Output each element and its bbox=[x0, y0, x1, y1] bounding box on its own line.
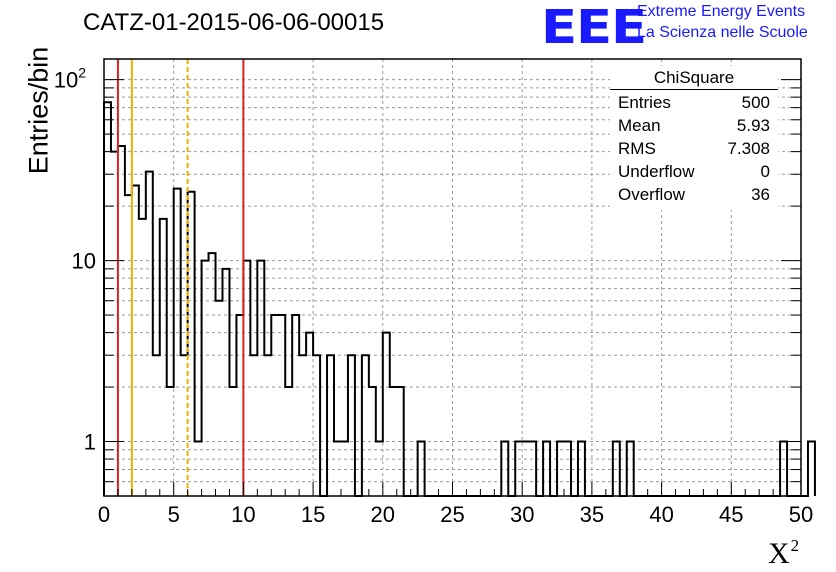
threshold-markers bbox=[116, 59, 245, 496]
x-axis-label-main: X bbox=[768, 537, 790, 570]
stat-row-mean: Mean 5.93 bbox=[618, 116, 770, 138]
stat-value: 7.308 bbox=[727, 139, 770, 158]
x-tick-label: 25 bbox=[440, 502, 464, 527]
x-axis-label-sup: 2 bbox=[790, 536, 800, 555]
stats-box: ChiSquare Entries 500 Mean 5.93 RMS 7.30… bbox=[610, 66, 778, 210]
x-tick-label: 40 bbox=[649, 502, 673, 527]
x-tick-label: 0 bbox=[98, 502, 110, 527]
x-tick-label: 5 bbox=[168, 502, 180, 527]
stats-title: ChiSquare bbox=[653, 68, 735, 87]
stat-value: 5.93 bbox=[736, 116, 770, 135]
x-tick-label: 20 bbox=[371, 502, 395, 527]
stat-value: 500 bbox=[741, 93, 770, 112]
stat-name: Mean bbox=[618, 116, 661, 135]
stat-row-rms: RMS 7.308 bbox=[618, 139, 770, 161]
stat-value: 0 bbox=[760, 162, 770, 181]
x-axis-label: X2 bbox=[768, 536, 799, 571]
x-tick-label: 10 bbox=[231, 502, 255, 527]
x-tick-label: 35 bbox=[580, 502, 604, 527]
stat-name: Entries bbox=[618, 93, 671, 112]
stat-name: RMS bbox=[618, 139, 656, 158]
stat-name: Underflow bbox=[618, 162, 695, 181]
stat-value: 36 bbox=[751, 185, 770, 204]
stat-row-underflow: Underflow 0 bbox=[618, 162, 770, 184]
stats-divider bbox=[610, 89, 778, 90]
logo-line-1: Extreme Energy Events bbox=[637, 3, 806, 20]
y-tick-label: 10 bbox=[72, 249, 96, 274]
stat-row-overflow: Overflow 36 bbox=[618, 185, 770, 207]
y-axis-label: Entries/bin bbox=[23, 46, 54, 175]
y-tick-label: 102 bbox=[54, 65, 86, 93]
eee-logo: EEE bbox=[541, 0, 647, 54]
y-tick-label-sup: 2 bbox=[78, 65, 86, 81]
chart-title: CATZ-01-2015-06-06-00015 bbox=[83, 9, 385, 36]
grid-lines bbox=[104, 59, 801, 496]
logo-line-2: La Scienza nelle Scuole bbox=[637, 24, 808, 41]
x-tick-label: 30 bbox=[510, 502, 534, 527]
stat-row-entries: Entries 500 bbox=[618, 93, 770, 115]
y-tick-label: 1 bbox=[84, 430, 96, 455]
x-tick-label: 45 bbox=[719, 502, 743, 527]
stat-name: Overflow bbox=[618, 185, 686, 204]
x-tick-label: 15 bbox=[301, 502, 325, 527]
x-tick-label: 50 bbox=[789, 502, 813, 527]
